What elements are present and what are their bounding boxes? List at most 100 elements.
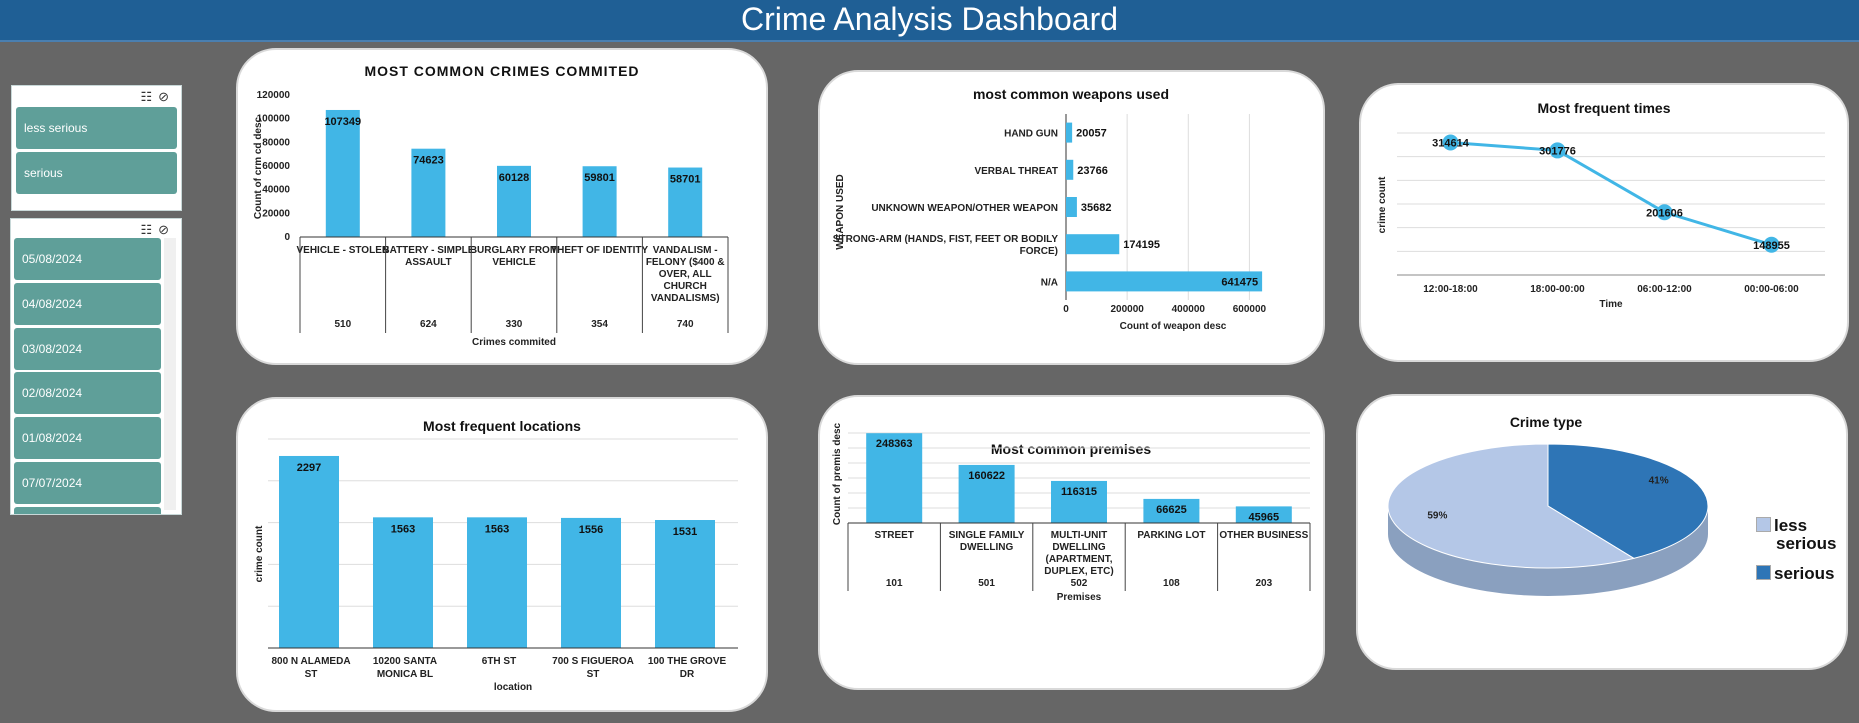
slicer-item-less-serious[interactable]: less serious [16, 107, 177, 149]
bar [497, 165, 531, 237]
data-point [1763, 236, 1780, 253]
x-tick-label: MULTI-UNIT [1051, 530, 1107, 541]
x-tick-label: DWELLING [960, 542, 1014, 553]
dashboard-title: Crime Analysis Dashboard [0, 0, 1859, 42]
data-label: 148955 [1753, 240, 1790, 252]
bar [582, 166, 617, 237]
data-label: 314614 [1432, 137, 1470, 149]
data-label: 23766 [1077, 165, 1108, 177]
y-tick-label: VERBAL THREAT [974, 166, 1058, 177]
slicer-item-serious[interactable]: serious [16, 152, 177, 194]
data-label: 60128 [499, 172, 530, 184]
x-tick-label: DUPLEX, ETC) [1044, 566, 1113, 577]
x-tick-label: BATTERY - SIMPLE [382, 245, 474, 256]
slicer-item-date[interactable]: 01/08/2024 [14, 417, 161, 459]
bar [958, 464, 1015, 523]
slicer-tools: ☷⊘ [140, 89, 175, 105]
data-label: 1531 [673, 526, 697, 538]
x-tick-label: 800 N ALAMEDA [271, 656, 350, 667]
y-tick-label: 120000 [257, 90, 291, 101]
bar [373, 517, 433, 648]
slicer-item-date[interactable]: 04/08/2024 [14, 283, 161, 325]
multi-select-icon[interactable]: ☷ [140, 222, 159, 237]
data-label: 1556 [579, 524, 603, 536]
legend-item-less-serious[interactable]: less [1756, 516, 1836, 536]
bar [467, 517, 527, 648]
data-label: 301776 [1539, 145, 1576, 157]
slicer-item-date[interactable]: 03/08/2024 [14, 328, 161, 370]
pie-legend: less serious serious [1756, 516, 1836, 584]
clear-filter-icon[interactable]: ⊘ [158, 89, 175, 104]
y-axis-label: crime count [1377, 176, 1388, 233]
data-label: 116315 [1061, 486, 1097, 498]
x-tick-label: OTHER BUSINESS [1219, 530, 1308, 541]
data-label: 2297 [297, 462, 321, 474]
y-tick-label: 100000 [257, 114, 291, 125]
data-label: 74623 [413, 155, 444, 167]
y-axis-label: Count of premis desc [832, 422, 843, 525]
x-tick-label: 400000 [1172, 304, 1206, 315]
bar [1235, 506, 1292, 523]
times-chart: Most frequent times 314614 12:00-18:00 3017… [1377, 100, 1825, 310]
x-axis-label: Count of weapon desc [1120, 321, 1227, 332]
x-code-label: 510 [334, 319, 351, 330]
x-axis-label: location [494, 682, 532, 693]
x-tick-label: CHURCH [664, 281, 707, 292]
data-point [1656, 204, 1673, 221]
bar [866, 433, 923, 523]
data-label: 248363 [876, 438, 913, 450]
x-tick-label: VEHICLE [492, 257, 536, 268]
slicer-item-date[interactable]: 07/07/2024 [14, 462, 161, 504]
data-point [1549, 142, 1566, 159]
chart-title: MOST COMMON CRIMES COMMITED [364, 63, 639, 79]
slicer-item-date[interactable]: 02/08/2024 [14, 372, 161, 414]
y-tick-label: UNKNOWN WEAPON/OTHER WEAPON [871, 203, 1058, 214]
times-chart-card: Most frequent times 314614 12:00-18:00 3017… [1359, 83, 1849, 362]
y-tick-label: 0 [284, 232, 290, 243]
x-axis-label: Crimes commited [472, 337, 556, 348]
y-tick-label: 80000 [262, 137, 290, 148]
x-code-label: 740 [677, 319, 694, 330]
x-tick-label: BURGLARY FROM [470, 245, 558, 256]
data-point [1442, 134, 1459, 151]
slicer-item-date-partial[interactable] [14, 507, 161, 514]
premises-chart: Most common premises 248363 STREET 101 16062… [832, 422, 1311, 603]
slice-label: 41% [1649, 476, 1669, 487]
y-tick-label: FORCE) [1020, 246, 1058, 257]
y-tick-label: HAND GUN [1004, 129, 1058, 140]
bar [325, 109, 360, 237]
x-tick-label: 100 THE GROVE [648, 656, 727, 667]
x-tick-label: PARKING LOT [1137, 530, 1205, 541]
crime-type-slicer: ☷⊘ less serious serious [11, 85, 182, 211]
data-label: 641475 [1221, 276, 1258, 288]
legend-item-serious[interactable]: serious [1756, 564, 1836, 584]
multi-select-icon[interactable]: ☷ [140, 89, 159, 104]
x-tick-label: 700 S FIGUEROA [552, 656, 634, 667]
x-tick-label: 0 [1063, 304, 1069, 315]
slicer-item-date[interactable]: 05/08/2024 [14, 238, 161, 280]
bar [279, 455, 339, 648]
slicer-scrollbar[interactable] [164, 238, 176, 510]
data-label: 45965 [1249, 511, 1280, 523]
x-tick-label: 06:00-12:00 [1637, 284, 1692, 295]
bar [561, 517, 621, 648]
data-label: 174195 [1123, 239, 1160, 251]
x-tick-label: 600000 [1233, 304, 1267, 315]
y-axis-label: WEAPON USED [835, 174, 846, 250]
x-code-label: 203 [1255, 578, 1272, 589]
x-tick-label: FELONY ($400 & [646, 257, 725, 268]
bar [1066, 271, 1263, 292]
clear-filter-icon[interactable]: ⊘ [158, 222, 175, 237]
x-tick-label: ASSAULT [405, 257, 451, 268]
x-code-label: 502 [1071, 578, 1088, 589]
x-axis-label: Premises [1057, 592, 1102, 603]
x-code-label: 624 [420, 319, 437, 330]
chart-title: Crime type [1510, 414, 1583, 430]
y-tick-label: 40000 [262, 185, 290, 196]
x-code-label: 501 [978, 578, 995, 589]
bar [411, 148, 446, 237]
x-tick-label: 6TH ST [482, 656, 516, 667]
legend-label: serious [1774, 564, 1835, 583]
x-tick-label: THEFT OF IDENTITY [551, 245, 649, 256]
x-tick-label: VANDALISMS) [651, 293, 720, 304]
